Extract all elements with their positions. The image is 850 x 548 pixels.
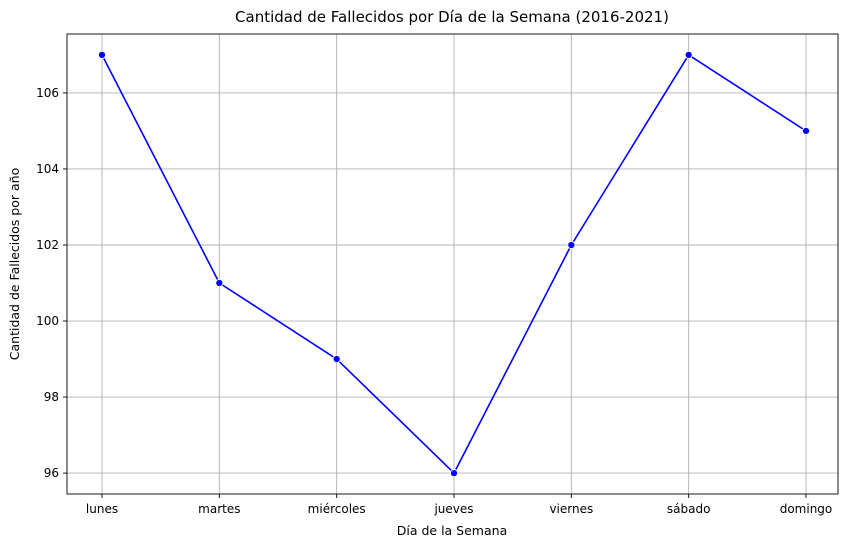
x-axis-label: Día de la Semana bbox=[397, 523, 507, 538]
y-axis-label: Cantidad de Fallecidos por año bbox=[7, 168, 22, 360]
x-tick-label: miércoles bbox=[308, 502, 366, 516]
x-tick-label: jueves bbox=[433, 502, 473, 516]
x-tick-label: sábado bbox=[667, 502, 711, 516]
data-point bbox=[567, 240, 576, 250]
data-point bbox=[215, 278, 224, 288]
x-tick-label: martes bbox=[198, 502, 240, 516]
series bbox=[97, 50, 811, 478]
chart-title: Cantidad de Fallecidos por Día de la Sem… bbox=[235, 8, 669, 26]
y-tick-label: 100 bbox=[36, 314, 59, 328]
plot-area-frame bbox=[66, 33, 839, 495]
data-point bbox=[332, 354, 341, 364]
grid bbox=[67, 34, 838, 494]
x-tick-label: viernes bbox=[549, 502, 593, 516]
y-tick-label: 104 bbox=[36, 162, 59, 176]
data-point bbox=[684, 50, 693, 59]
y-tick-label: 98 bbox=[44, 390, 59, 404]
data-point bbox=[449, 469, 459, 478]
axis-ticks: lunes martes miércoles jueves viernes sábado d… bbox=[36, 86, 832, 516]
y-tick-label: 96 bbox=[44, 466, 59, 480]
x-tick-label: domingo bbox=[780, 502, 833, 516]
data-point bbox=[801, 126, 811, 135]
y-tick-label: 102 bbox=[36, 238, 59, 252]
y-tick-label: 106 bbox=[36, 86, 59, 100]
x-tick-label: lunes bbox=[86, 502, 118, 516]
data-point bbox=[97, 50, 107, 59]
